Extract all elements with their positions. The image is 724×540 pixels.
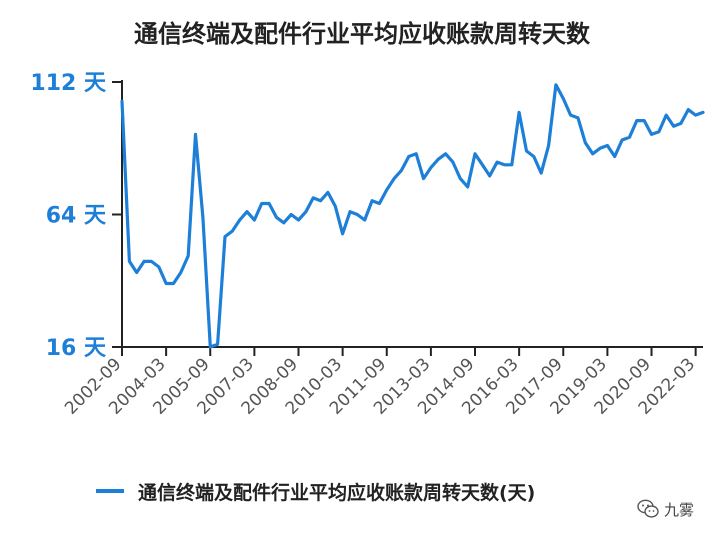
y-tick-label: 64 天	[46, 204, 107, 229]
y-tick-label: 16 天	[46, 336, 107, 361]
watermark: 九雾	[636, 497, 694, 521]
series	[120, 83, 705, 349]
legend-line-swatch	[96, 489, 124, 493]
y-axis: 16 天 64 天 112 天	[30, 71, 123, 361]
legend[interactable]: 通信终端及配件行业平均应收账款周转天数(天)	[96, 476, 535, 506]
series-line	[120, 83, 705, 349]
wechat-icon	[637, 499, 659, 518]
y-tick-label: 112 天	[30, 71, 107, 96]
x-axis: 2002-092004-032005-092007-032008-092010-…	[61, 346, 703, 419]
chart-title: 通信终端及配件行业平均应收账款周转天数	[134, 20, 590, 48]
watermark-text: 九雾	[664, 500, 695, 519]
legend-label: 通信终端及配件行业平均应收账款周转天数(天)	[138, 481, 536, 504]
